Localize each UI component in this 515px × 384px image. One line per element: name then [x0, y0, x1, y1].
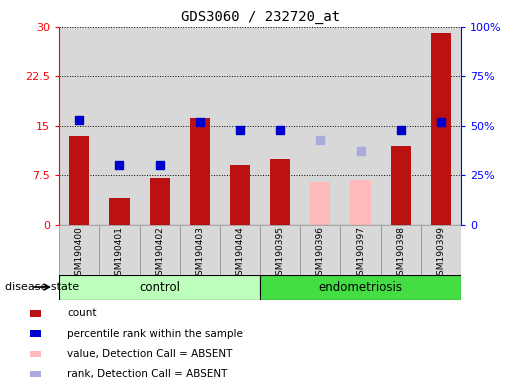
Text: count: count	[67, 308, 97, 318]
Point	[156, 162, 164, 169]
Bar	[340, 27, 381, 225]
Point	[75, 117, 83, 123]
Point	[316, 137, 324, 143]
Bar	[421, 225, 461, 275]
Bar	[260, 225, 300, 275]
Bar	[140, 27, 180, 225]
Bar	[270, 159, 290, 225]
Bar	[59, 275, 260, 300]
Bar	[220, 225, 260, 275]
Bar	[59, 27, 99, 225]
Bar	[180, 225, 220, 275]
Bar	[431, 33, 451, 225]
Bar	[300, 225, 340, 275]
Bar	[300, 27, 340, 225]
Text: percentile rank within the sample: percentile rank within the sample	[67, 329, 243, 339]
Bar	[260, 275, 461, 300]
Bar	[381, 225, 421, 275]
Bar	[69, 136, 89, 225]
Bar	[220, 27, 260, 225]
Bar	[310, 182, 330, 225]
Bar	[390, 146, 410, 225]
Bar	[190, 118, 210, 225]
Bar	[230, 166, 250, 225]
Text: GSM190402: GSM190402	[155, 226, 164, 281]
Text: rank, Detection Call = ABSENT: rank, Detection Call = ABSENT	[67, 369, 228, 379]
Text: disease state: disease state	[5, 282, 79, 292]
Bar	[30, 351, 41, 357]
Text: GSM190399: GSM190399	[436, 226, 445, 281]
Bar	[99, 225, 140, 275]
Bar	[260, 27, 300, 225]
Bar	[149, 179, 169, 225]
Bar	[421, 27, 461, 225]
Text: GSM190395: GSM190395	[276, 226, 285, 281]
Bar	[59, 225, 99, 275]
Text: GSM190398: GSM190398	[396, 226, 405, 281]
Text: endometriosis: endometriosis	[318, 281, 403, 293]
Bar	[381, 27, 421, 225]
Point	[196, 119, 204, 125]
Text: GSM190403: GSM190403	[195, 226, 204, 281]
Point	[356, 148, 365, 154]
Point	[115, 162, 124, 169]
Bar	[30, 310, 41, 317]
Text: GSM190396: GSM190396	[316, 226, 325, 281]
Point	[236, 127, 244, 133]
Text: GSM190397: GSM190397	[356, 226, 365, 281]
Bar	[140, 225, 180, 275]
Title: GDS3060 / 232720_at: GDS3060 / 232720_at	[181, 10, 339, 25]
Text: control: control	[139, 281, 180, 293]
Bar	[30, 371, 41, 377]
Point	[397, 127, 405, 133]
Bar	[30, 330, 41, 337]
Text: GSM190404: GSM190404	[235, 226, 245, 281]
Bar	[180, 27, 220, 225]
Bar	[340, 225, 381, 275]
Bar	[350, 180, 370, 225]
Point	[276, 127, 284, 133]
Point	[437, 119, 445, 125]
Bar	[109, 198, 129, 225]
Text: GSM190401: GSM190401	[115, 226, 124, 281]
Text: value, Detection Call = ABSENT: value, Detection Call = ABSENT	[67, 349, 233, 359]
Bar	[99, 27, 140, 225]
Text: GSM190400: GSM190400	[75, 226, 84, 281]
